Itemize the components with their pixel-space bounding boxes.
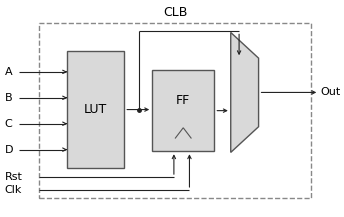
Text: Out: Out — [321, 87, 341, 97]
Bar — [67, 51, 124, 168]
Text: Clk: Clk — [5, 185, 22, 195]
Text: LUT: LUT — [84, 103, 107, 116]
Polygon shape — [231, 33, 259, 152]
Text: C: C — [5, 119, 12, 129]
Text: FF: FF — [176, 94, 190, 107]
Bar — [39, 23, 311, 199]
Text: D: D — [5, 145, 13, 155]
Bar — [152, 70, 214, 151]
Text: A: A — [5, 67, 12, 77]
Text: Rst: Rst — [5, 172, 23, 182]
Text: B: B — [5, 93, 12, 103]
Text: CLB: CLB — [163, 5, 187, 18]
